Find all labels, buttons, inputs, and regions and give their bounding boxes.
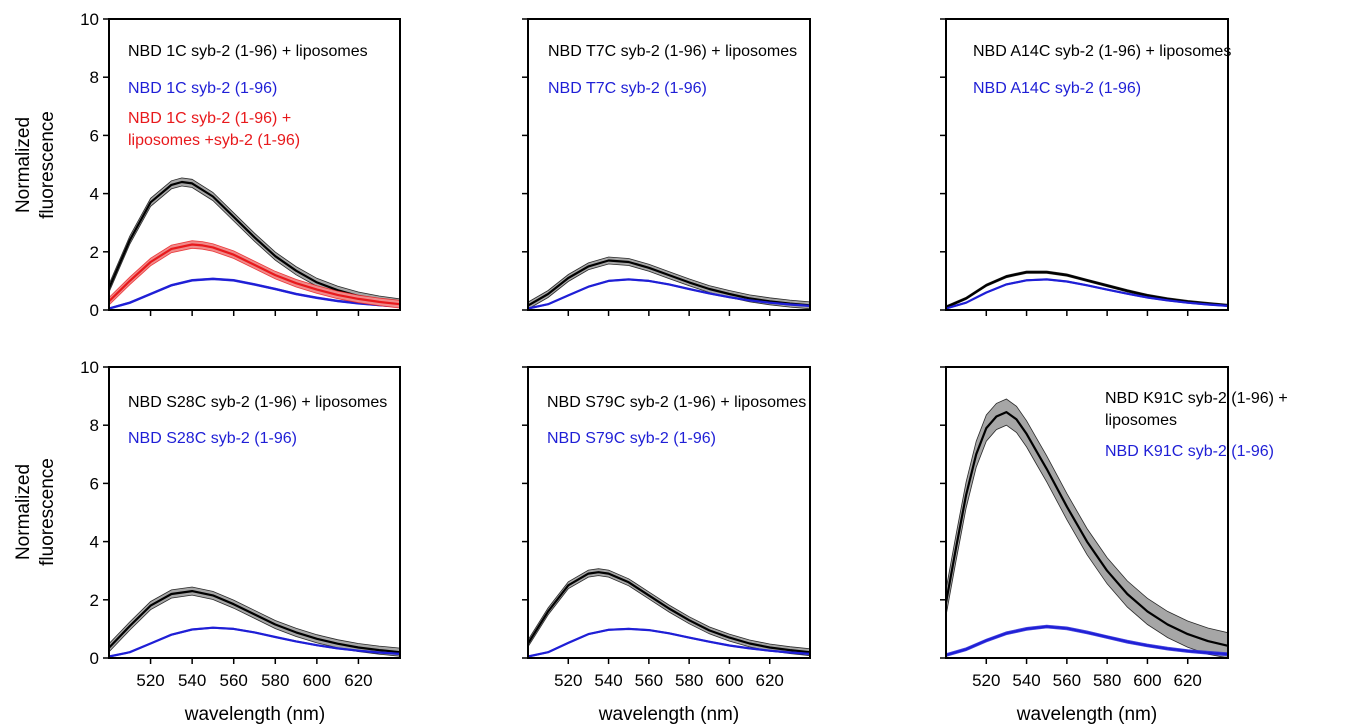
legend-label-0: NBD S28C syb-2 (1-96) + liposomes: [128, 394, 387, 411]
x-tick-label: 560: [220, 671, 248, 690]
panel-k91c: 520 540 560 580 600 620 NBD K91C syb-2 (1-96) …: [940, 366, 1288, 690]
legend-label-1: NBD T7C syb-2 (1-96): [548, 80, 707, 97]
y-axis-label-top-line2: fluorescence: [37, 111, 58, 219]
series-line-1: [108, 277, 401, 310]
series-line-0: [945, 271, 1229, 309]
plot-frame: [945, 366, 1229, 659]
series-band-0: [945, 398, 1229, 659]
y-tick-label: 4: [90, 185, 99, 204]
x-tick-label: 540: [178, 671, 206, 690]
legend-label-0-line1: NBD K91C syb-2 (1-96) +: [1105, 390, 1288, 407]
legend-label-0: NBD 1C syb-2 (1-96) + liposomes: [128, 43, 368, 60]
y-tick-label: 6: [90, 474, 99, 493]
x-tick-label: 540: [1012, 671, 1040, 690]
series-line-0: [108, 589, 401, 654]
plot-frame: [527, 18, 811, 311]
x-axis-label-col2: wavelength (nm): [598, 704, 739, 725]
y-axis-label-top-line1: Normalized: [13, 117, 34, 213]
series-line-0: [944, 411, 1229, 647]
plot-frame: [527, 366, 811, 659]
legend-label-0: NBD A14C syb-2 (1-96) + liposomes: [973, 43, 1231, 60]
y-tick-label: 0: [90, 649, 99, 668]
x-tick-label: 580: [675, 671, 703, 690]
series-line-1: [945, 278, 1229, 310]
y-tick-label: 10: [80, 10, 99, 29]
y-tick-label: 0: [90, 301, 99, 320]
panel-s79c: 520 540 560 580 600 620 NBD S79C syb-2 (1-96) …: [522, 366, 811, 690]
x-tick-label: 620: [756, 671, 784, 690]
y-axis-label-bottom-line2: fluorescence: [37, 458, 58, 566]
x-tick-label: 580: [1093, 671, 1121, 690]
x-tick-label: 540: [594, 671, 622, 690]
legend-label-0: NBD T7C syb-2 (1-96) + liposomes: [548, 43, 797, 60]
plot-frame: [108, 366, 401, 659]
plot-frame: [945, 18, 1229, 311]
series-line-0: [527, 571, 811, 654]
y-tick-label: 2: [90, 591, 99, 610]
legend-label-1: NBD K91C syb-2 (1-96): [1105, 443, 1274, 460]
legend-label-0: NBD S79C syb-2 (1-96) + liposomes: [547, 394, 806, 411]
panel-t7c: NBD T7C syb-2 (1-96) + liposomes NBD T7C …: [522, 18, 811, 316]
series-band-0: [108, 586, 401, 657]
y-tick-label: 4: [90, 533, 99, 552]
x-tick-label: 620: [344, 671, 372, 690]
series-line-1: [527, 627, 811, 658]
series-line-1: [108, 626, 401, 658]
y-tick-label: 10: [80, 358, 99, 377]
y-tick-label: 8: [90, 416, 99, 435]
x-tick-label: 620: [1174, 671, 1202, 690]
y-tick-label: 6: [90, 126, 99, 145]
x-tick-label: 600: [715, 671, 743, 690]
x-tick-label: 560: [1053, 671, 1081, 690]
legend-label-2-line1: NBD 1C syb-2 (1-96) +: [128, 110, 291, 127]
x-tick-label: 520: [136, 671, 164, 690]
x-axis-label-col1: wavelength (nm): [184, 704, 325, 725]
y-axis-label-bottom-line1: Normalized: [13, 464, 34, 560]
x-tick-label: 600: [1133, 671, 1161, 690]
legend-label-1: NBD S28C syb-2 (1-96): [128, 430, 297, 447]
series-line-1: [527, 278, 811, 310]
legend-label-1: NBD A14C syb-2 (1-96): [973, 80, 1141, 97]
legend-label-2-line2: liposomes +syb-2 (1-96): [128, 132, 300, 149]
x-tick-label: 520: [972, 671, 1000, 690]
series-line-2: [108, 243, 401, 306]
x-tick-label: 580: [261, 671, 289, 690]
y-tick-label: 8: [90, 68, 99, 87]
series-line-1: [945, 625, 1229, 657]
panel-a14c: NBD A14C syb-2 (1-96) + liposomes NBD A14…: [940, 18, 1231, 316]
legend-label-0-line2: liposomes: [1105, 412, 1177, 429]
legend-label-1: NBD 1C syb-2 (1-96): [128, 80, 277, 97]
panel-s28c: 0 2 4 6 8 10 520 540 560 580 600 620 NBD S28C syb-2 …: [80, 358, 401, 690]
y-tick-label: 2: [90, 243, 99, 262]
panel-1c: 0 2 4 6 8 10 NBD 1C syb-2 (1-96) + liposomes NB…: [80, 10, 401, 320]
x-tick-label: 520: [554, 671, 582, 690]
x-tick-label: 560: [635, 671, 663, 690]
legend-label-1: NBD S79C syb-2 (1-96): [547, 430, 716, 447]
series-line-0: [527, 259, 811, 307]
x-axis-label-col3: wavelength (nm): [1016, 704, 1157, 725]
series-band-0: [108, 177, 401, 308]
plot-frame: [108, 18, 401, 311]
x-tick-label: 600: [303, 671, 331, 690]
